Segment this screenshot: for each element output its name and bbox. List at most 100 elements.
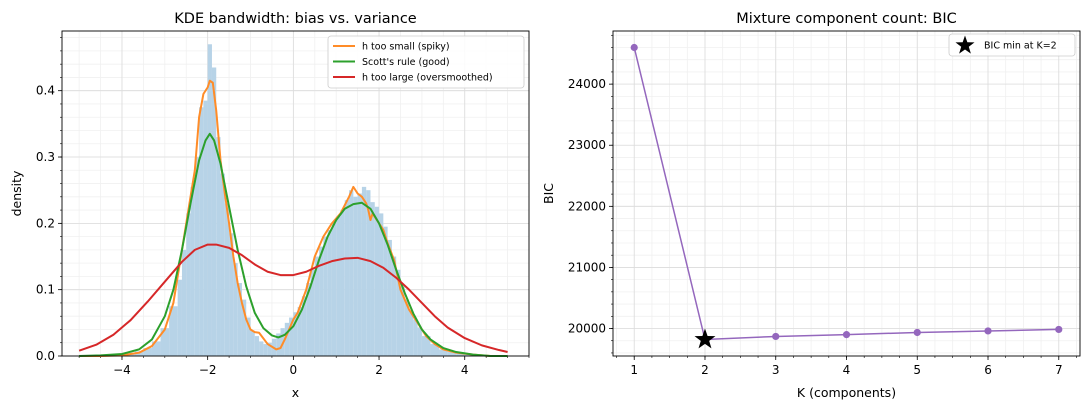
histogram-bar (413, 319, 418, 356)
histogram-bar (391, 256, 397, 356)
y-tick-label: 22000 (568, 199, 606, 213)
histogram-bar (250, 330, 255, 356)
bic-point (984, 327, 992, 335)
y-tick-label: 20000 (568, 322, 606, 336)
histogram-bar (409, 310, 414, 356)
chart-1-xlabel: x (292, 385, 299, 400)
histogram-bar (323, 236, 328, 356)
histogram-bar (357, 193, 362, 356)
x-tick-label: 1 (630, 363, 638, 377)
bic-point (913, 328, 921, 337)
legend-kde: h too small (spiky) Scott's rule (good) h … (327, 35, 525, 89)
histogram-bar (297, 306, 302, 356)
legend-box (327, 35, 525, 89)
histogram-bar (160, 328, 170, 356)
histogram-bar (263, 344, 268, 356)
histogram-bar (456, 353, 465, 356)
y-tick-label: 0.1 (36, 283, 55, 297)
histogram-bar (370, 202, 375, 356)
histogram-bar (430, 344, 440, 356)
chart-1-ylabel: density (9, 170, 24, 216)
bic-point (1055, 325, 1063, 334)
legend-label: h too large (oversmoothed) (362, 73, 493, 84)
histogram-bar (229, 233, 234, 356)
chart-2-axes: 1 2 3 4 5 6 7 20000 21000 22000 23000 24000 (568, 31, 1080, 377)
histogram-bar (233, 263, 238, 356)
histogram-bar (254, 336, 260, 356)
x-tick-label: −4 (113, 363, 131, 377)
histogram-bar (301, 296, 307, 356)
histogram-bar (336, 216, 341, 356)
chart-2-xlabel: K (components) (797, 385, 896, 400)
x-tick-label: 5 (913, 363, 921, 377)
histogram-bar (400, 286, 405, 356)
histogram-bar (327, 229, 332, 356)
legend-bic: BIC min at K=2 (948, 33, 1076, 57)
chart-2-ylabel: BIC (541, 183, 556, 204)
legend-label: Scott's rule (good) (362, 57, 450, 68)
histogram-bar (319, 246, 324, 356)
histogram-bar (259, 341, 264, 356)
histogram-bar (306, 283, 311, 356)
histogram-bar (216, 137, 221, 356)
y-tick-label: 21000 (568, 260, 606, 274)
kde-line-3 (78, 243, 508, 353)
histogram-bar (353, 196, 358, 356)
histogram-bar (464, 354, 474, 356)
histogram-bar (267, 342, 272, 356)
x-tick-label: 6 (984, 363, 992, 377)
kde-line-2 (79, 132, 508, 357)
histogram-bar (241, 299, 247, 356)
histogram-bar (190, 186, 195, 356)
histogram-bar (284, 322, 290, 356)
legend-label: BIC min at K=2 (984, 41, 1057, 52)
histogram-bar (331, 223, 337, 356)
histogram-bar (211, 67, 217, 357)
legend-label: h too small (spiky) (362, 42, 450, 53)
histogram-bar (289, 317, 294, 356)
histogram-bar (181, 249, 187, 356)
histogram-bar (404, 299, 410, 356)
histogram-bar (194, 157, 200, 356)
histogram-bar (439, 349, 448, 356)
histogram-bar (374, 206, 380, 356)
chart-1-frame (61, 30, 530, 357)
histogram-bar (276, 333, 281, 356)
histogram-bar (186, 213, 191, 356)
histogram-bar (151, 341, 161, 356)
x-tick-label: 0 (290, 363, 298, 377)
histogram-bar (293, 312, 298, 356)
histogram-bar (344, 200, 350, 356)
y-tick-label: 0.2 (36, 216, 55, 230)
histogram-bar (366, 190, 371, 356)
y-tick-label: 24000 (568, 77, 606, 91)
histogram-bar (396, 269, 401, 356)
chart-2-title: Mixture component count: BIC (736, 11, 957, 27)
bic-point (630, 43, 638, 52)
x-tick-label: −2 (199, 363, 217, 377)
histogram-bar (237, 283, 242, 356)
histogram (109, 44, 474, 357)
histogram-bar (199, 107, 204, 356)
histogram-bar (207, 44, 212, 356)
legend-star-icon (955, 35, 975, 54)
y-tick-label: 0.4 (36, 84, 55, 98)
y-tick-label: 0.3 (36, 150, 55, 164)
histogram-bar (246, 317, 251, 356)
histogram-bar (203, 100, 208, 357)
bic-point (772, 332, 780, 341)
histogram-bar (387, 239, 392, 356)
histogram-bar (447, 352, 457, 356)
chart-1-title: KDE bandwidth: bias vs. variance (174, 11, 417, 27)
x-tick-label: 3 (772, 363, 780, 377)
histogram-bar (421, 336, 431, 356)
bic-min-star (694, 328, 716, 349)
bic-point (842, 331, 851, 339)
histogram-bar (143, 348, 152, 356)
histogram-bar (310, 269, 315, 356)
x-tick-label: 4 (843, 363, 851, 377)
x-tick-label: 4 (461, 363, 469, 377)
legend-box (948, 33, 1076, 57)
histogram-bar (220, 173, 225, 356)
